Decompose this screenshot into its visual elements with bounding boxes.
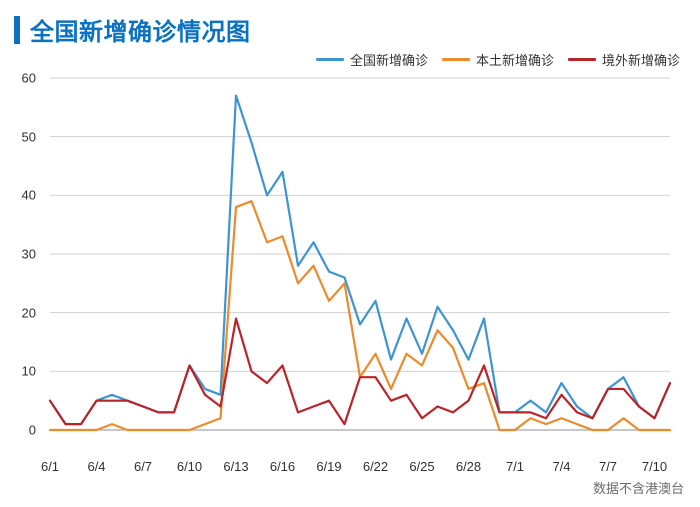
- legend-label-all: 全国新增确诊: [350, 50, 428, 69]
- ytick-label: 30: [6, 247, 36, 262]
- legend-swatch-all: [316, 58, 344, 61]
- chart-title-bar: 全国新增确诊情况图: [14, 12, 251, 47]
- legend-item-imported: 境外新增确诊: [568, 50, 680, 69]
- footer-note: 数据不含港澳台: [593, 478, 684, 497]
- xtick-label: 6/10: [177, 459, 202, 474]
- legend-swatch-imported: [568, 58, 596, 61]
- xtick-label: 6/7: [134, 459, 152, 474]
- ytick-label: 40: [6, 188, 36, 203]
- title-accent: [14, 16, 20, 44]
- legend-item-local: 本土新增确诊: [442, 50, 554, 69]
- ytick-label: 10: [6, 364, 36, 379]
- xtick-label: 6/13: [223, 459, 248, 474]
- xtick-label: 7/10: [642, 459, 667, 474]
- ytick-label: 0: [6, 423, 36, 438]
- xtick-label: 6/25: [409, 459, 434, 474]
- legend-label-local: 本土新增确诊: [476, 50, 554, 69]
- ytick-label: 60: [6, 71, 36, 86]
- xtick-label: 6/19: [316, 459, 341, 474]
- xtick-label: 7/7: [599, 459, 617, 474]
- xtick-label: 6/28: [456, 459, 481, 474]
- legend-item-all: 全国新增确诊: [316, 50, 428, 69]
- legend: 全国新增确诊 本土新增确诊 境外新增确诊: [316, 50, 680, 69]
- chart-area: 01020304050606/16/46/76/106/136/166/196/…: [40, 74, 680, 454]
- xtick-label: 6/1: [41, 459, 59, 474]
- chart-title: 全国新增确诊情况图: [30, 12, 251, 47]
- xtick-label: 7/1: [506, 459, 524, 474]
- xtick-label: 6/16: [270, 459, 295, 474]
- chart-svg: [40, 74, 680, 454]
- xtick-label: 7/4: [552, 459, 570, 474]
- legend-swatch-local: [442, 58, 470, 61]
- legend-label-imported: 境外新增确诊: [602, 50, 680, 69]
- xtick-label: 6/4: [87, 459, 105, 474]
- xtick-label: 6/22: [363, 459, 388, 474]
- ytick-label: 50: [6, 129, 36, 144]
- ytick-label: 20: [6, 305, 36, 320]
